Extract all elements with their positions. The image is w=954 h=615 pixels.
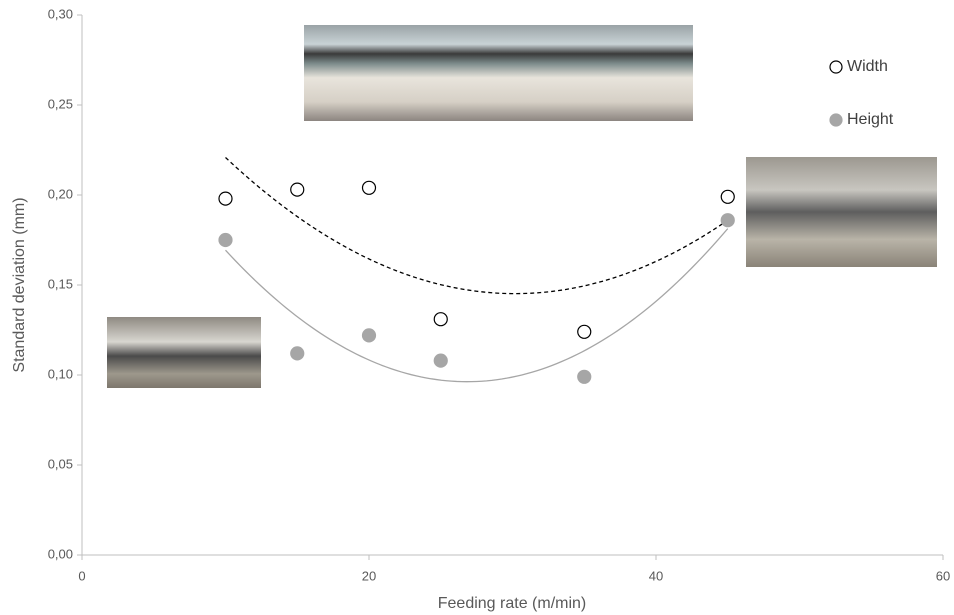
y-tick-label: 0,00 — [48, 546, 73, 561]
x-tick-label: 40 — [649, 568, 663, 583]
photo — [107, 317, 261, 388]
data-point — [218, 232, 233, 248]
x-tick-label: 0 — [78, 568, 85, 583]
y-tick-label: 0,30 — [48, 6, 73, 21]
data-point — [433, 312, 448, 327]
data-point — [433, 353, 448, 368]
data-point — [361, 180, 377, 195]
y-tick-label: 0,20 — [48, 186, 73, 201]
data-point — [720, 213, 735, 228]
legend-label: Height — [847, 111, 894, 128]
data-point — [361, 328, 377, 343]
y-axis-title: Standard deviation (mm) — [11, 197, 28, 372]
photo — [304, 25, 693, 121]
y-tick-label: 0,15 — [48, 276, 73, 291]
data-point — [577, 369, 592, 384]
trendline — [225, 157, 729, 295]
y-tick-label: 0,05 — [48, 456, 73, 471]
legend-marker — [829, 113, 843, 127]
legend-marker — [829, 60, 843, 74]
data-point — [290, 182, 305, 197]
data-point — [577, 324, 592, 339]
trendline — [225, 228, 729, 383]
data-point — [290, 346, 305, 361]
data-point — [218, 191, 233, 206]
x-tick-label: 60 — [936, 568, 950, 583]
x-tick-label: 20 — [362, 568, 376, 583]
data-point — [720, 189, 735, 204]
y-tick-label: 0,25 — [48, 96, 73, 111]
legend-label: Width — [847, 58, 888, 75]
x-axis-title: Feeding rate (m/min) — [438, 595, 587, 612]
y-tick-label: 0,10 — [48, 366, 73, 381]
photo — [746, 157, 937, 267]
